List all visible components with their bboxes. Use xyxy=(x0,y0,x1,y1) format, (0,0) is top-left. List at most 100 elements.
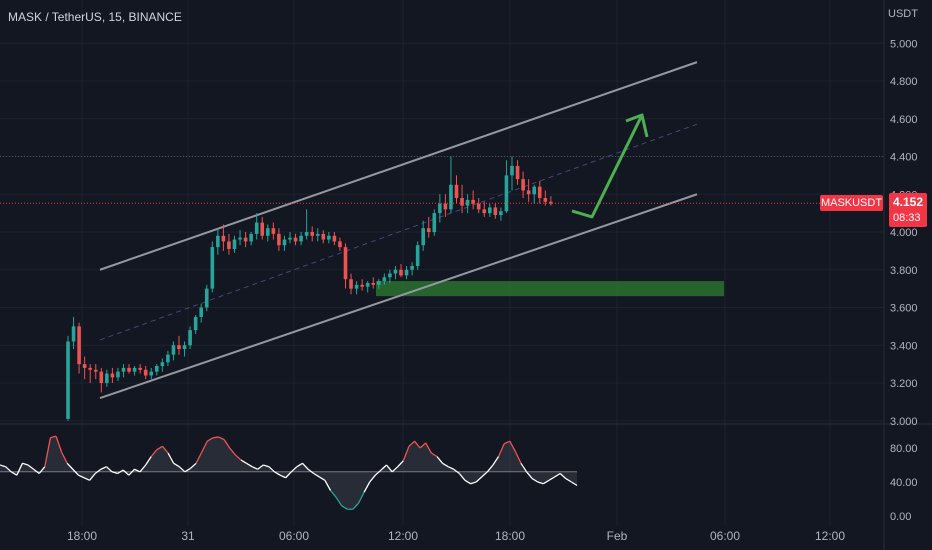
candle-body xyxy=(504,175,509,212)
oscillator-line-segment xyxy=(122,469,130,476)
time-axis-label: 12:00 xyxy=(815,529,845,543)
oscillator-line-segment xyxy=(554,472,561,478)
oscillator-line-segment xyxy=(55,435,63,453)
oscillator-line-segment xyxy=(486,464,494,473)
candle-body xyxy=(543,198,548,202)
oscillator-line-segment xyxy=(324,479,332,491)
oscillator-line-segment xyxy=(285,471,292,479)
oscillator-line-segment xyxy=(212,436,219,439)
oscillator-line-segment xyxy=(178,466,186,473)
candle-body xyxy=(327,235,331,240)
oscillator-line-segment xyxy=(442,462,449,468)
oscillator-line-segment xyxy=(497,443,505,457)
oscillator-line-segment xyxy=(240,459,247,464)
oscillator-fill xyxy=(0,436,577,510)
candle-body xyxy=(299,235,303,242)
candle-body xyxy=(277,233,281,246)
oscillator-line-segment xyxy=(279,474,286,479)
candle-body xyxy=(443,203,448,210)
oscillator-line-segment xyxy=(559,473,567,480)
candle-body xyxy=(271,228,276,234)
time-axis-label: 06:00 xyxy=(710,529,740,543)
price-axis-label: 5.000 xyxy=(890,38,918,50)
time-axis-label: Feb xyxy=(607,529,628,543)
candle-body xyxy=(454,184,459,199)
oscillator-line-segment xyxy=(369,474,376,483)
oscillator-line-segment xyxy=(318,476,326,481)
candle-body xyxy=(526,190,531,195)
oscillator-line-segment xyxy=(447,466,455,470)
oscillator-line-segment xyxy=(234,454,242,461)
oscillator-axis-label: 40.00 xyxy=(890,477,918,489)
candle-body xyxy=(171,345,176,355)
oscillator-axis-label: 0.00 xyxy=(890,511,911,523)
oscillator-line-segment xyxy=(509,440,516,452)
oscillator-line-segment xyxy=(139,464,147,473)
oscillator-line-segment xyxy=(78,474,85,479)
oscillator-line-segment xyxy=(464,479,471,485)
oscillator-line-segment xyxy=(526,471,533,480)
oscillator-line-segment xyxy=(161,445,169,454)
candle-body xyxy=(404,269,409,276)
candle-body xyxy=(249,233,253,242)
candle-body xyxy=(471,199,475,204)
candle-body xyxy=(476,203,481,210)
candle-body xyxy=(288,237,292,240)
oscillator-line-segment xyxy=(38,466,46,474)
candle-body xyxy=(182,345,187,350)
oscillator-line-segment xyxy=(134,468,141,473)
oscillator-line-segment xyxy=(61,451,68,464)
oscillator-line-segment xyxy=(335,496,343,507)
price-axis-label: 4.600 xyxy=(890,114,918,126)
oscillator-line-segment xyxy=(520,462,528,473)
candle-body xyxy=(93,369,98,372)
oscillator-line-segment xyxy=(431,452,438,458)
time-axis-label: 18:00 xyxy=(495,529,525,543)
oscillator-line-segment xyxy=(223,439,231,449)
oscillator-line-segment xyxy=(414,440,421,449)
candle-body xyxy=(266,228,270,236)
candle-body xyxy=(421,228,425,246)
time-axis-label: 06:00 xyxy=(279,529,309,543)
price-axis-label: 4.400 xyxy=(890,152,918,164)
oscillator-line-segment xyxy=(10,471,18,476)
candle-body xyxy=(354,284,359,289)
candle-body xyxy=(210,247,215,289)
oscillator-line-segment xyxy=(374,469,382,476)
oscillator-line-segment xyxy=(128,468,135,476)
oscillator-line-segment xyxy=(330,490,337,498)
candle-body xyxy=(321,233,326,240)
candle-body xyxy=(221,235,226,242)
oscillator-line-segment xyxy=(492,456,500,466)
oscillator-line-segment xyxy=(274,471,281,476)
oscillator-line-segment xyxy=(268,466,275,473)
candle-body xyxy=(121,367,126,372)
oscillator-line-segment xyxy=(201,440,208,453)
candle-body xyxy=(99,371,104,383)
oscillator-line-segment xyxy=(313,472,320,478)
candle-body xyxy=(166,354,170,363)
candle-body xyxy=(304,232,309,236)
oscillator-line-segment xyxy=(391,466,399,473)
oscillator-line-segment xyxy=(44,437,52,467)
oscillator-line-segment xyxy=(111,471,118,475)
candle-body xyxy=(243,237,248,242)
oscillator-line-segment xyxy=(5,466,12,473)
oscillator-line-segment xyxy=(453,468,460,475)
oscillator-line-segment xyxy=(402,446,410,461)
demand-zone xyxy=(376,281,724,297)
oscillator-line-segment xyxy=(105,466,113,473)
symbol-title[interactable]: MASK / TetherUS, 15, BINANCE xyxy=(8,10,182,24)
candle-body xyxy=(155,366,159,372)
oscillator-line-segment xyxy=(89,473,96,481)
bar-countdown: 08:33 xyxy=(893,212,921,224)
candle-body xyxy=(349,279,353,289)
candle-body xyxy=(499,211,503,216)
time-axis-label: 18:00 xyxy=(67,529,97,543)
candle-body xyxy=(282,239,287,246)
candle-body xyxy=(138,367,142,370)
candle-body xyxy=(293,237,298,242)
candle-body xyxy=(399,269,403,276)
candle-body xyxy=(510,165,514,176)
